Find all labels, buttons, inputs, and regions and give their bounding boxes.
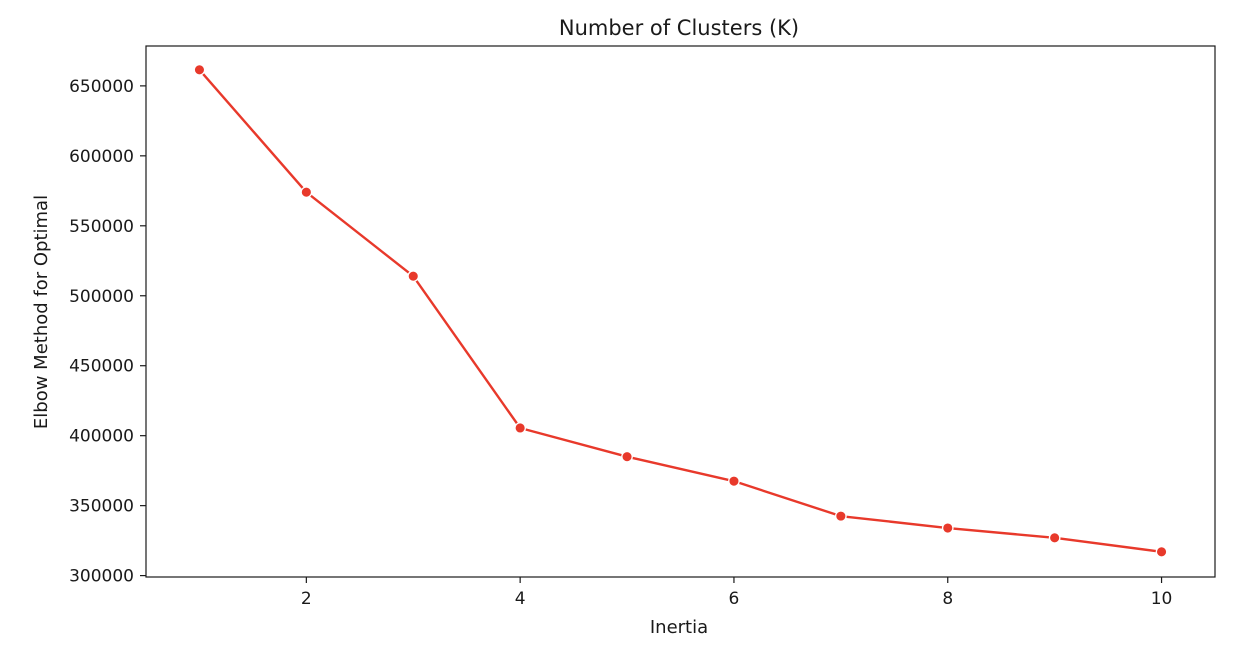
y-tick-label: 350000 — [69, 497, 134, 517]
y-tick-label: 300000 — [69, 567, 134, 587]
y-tick-label: 450000 — [69, 357, 134, 377]
chart-title: Number of Clusters (K) — [559, 16, 799, 40]
x-axis-label: Inertia — [650, 617, 708, 638]
y-tick-label: 550000 — [69, 217, 134, 237]
x-tick-label: 6 — [729, 589, 740, 609]
series-line — [198, 68, 1162, 554]
x-tick-label: 10 — [1151, 589, 1173, 609]
y-tick-label: 500000 — [69, 287, 134, 307]
x-tick-label: 8 — [942, 589, 953, 609]
x-axis: 2 4 6 8 10 — [301, 577, 1172, 609]
y-tick-label: 400000 — [69, 427, 134, 447]
data-point — [834, 510, 847, 522]
data-point — [193, 63, 206, 76]
data-point — [514, 422, 527, 434]
data-point — [407, 270, 420, 283]
x-tick-label: 2 — [301, 589, 312, 609]
data-point — [728, 475, 740, 488]
x-tick-label: 4 — [515, 589, 526, 609]
y-tick-label: 600000 — [69, 147, 134, 167]
data-point — [1048, 531, 1061, 544]
data-point — [941, 522, 954, 534]
y-axis-label: Elbow Method for Optimal — [31, 195, 52, 429]
data-point — [621, 450, 633, 463]
plot-area — [145, 45, 1216, 578]
plot-frame — [145, 45, 1216, 578]
data-point — [300, 186, 313, 199]
y-tick-label: 650000 — [69, 77, 134, 97]
y-axis: 300000 350000 400000 450000 500000 550000 6000… — [69, 77, 146, 587]
data-point — [1155, 545, 1168, 558]
series-layer — [193, 63, 1168, 558]
